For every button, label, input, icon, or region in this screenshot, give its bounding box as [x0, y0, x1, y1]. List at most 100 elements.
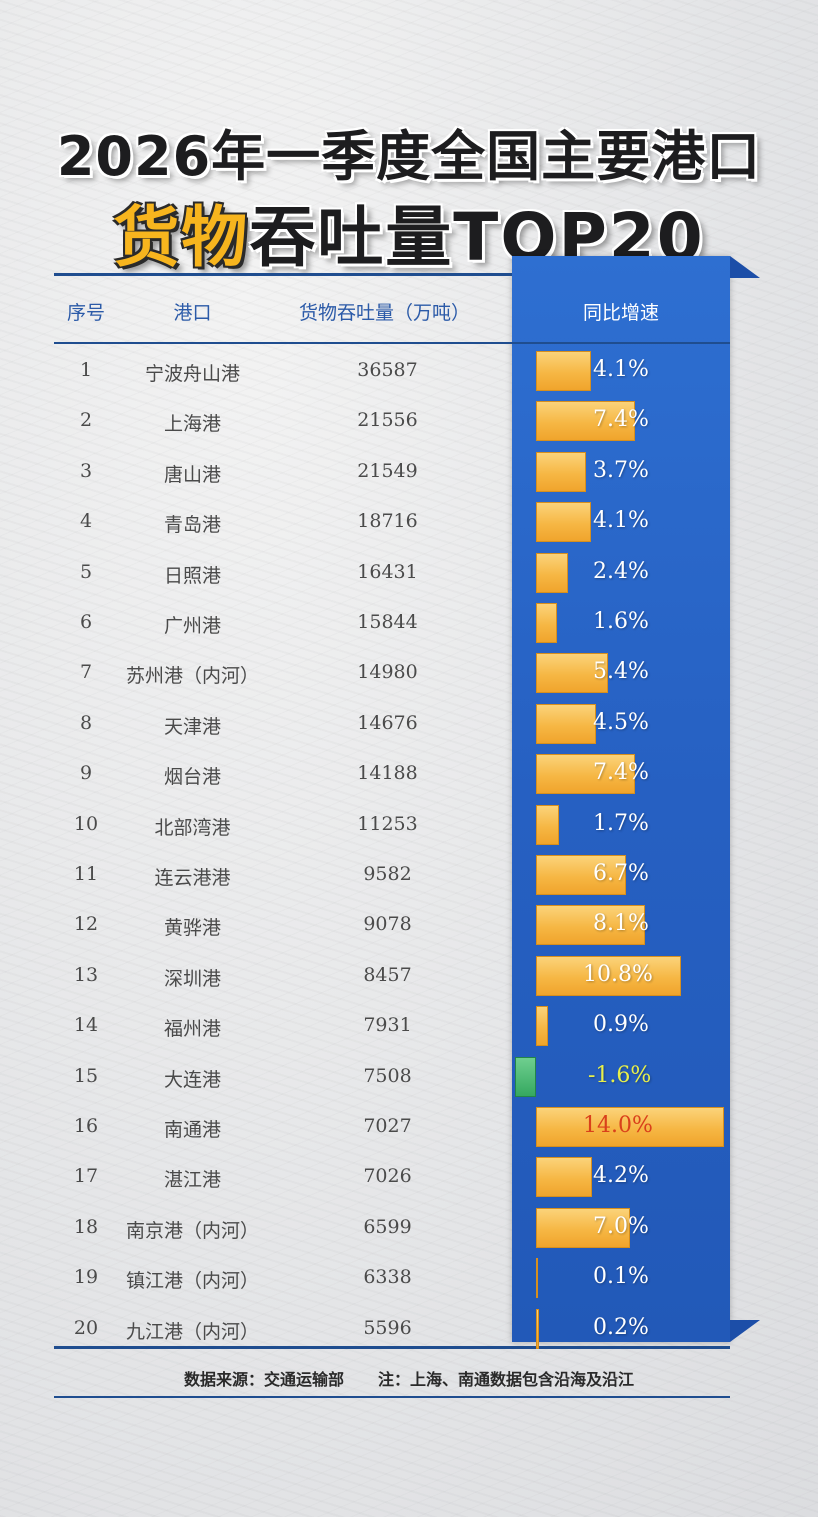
throughput-cell: 14980	[357, 661, 418, 683]
rank-cell: 3	[79, 460, 93, 482]
throughput-cell: 7508	[363, 1065, 412, 1087]
header-growth: 同比增速	[582, 302, 659, 324]
throughput-cell: 9078	[363, 913, 412, 935]
throughput-cell: 6599	[363, 1216, 412, 1238]
port-cell: 大连港	[163, 1069, 221, 1091]
rank-cell: 2	[79, 409, 93, 431]
growth-bar	[514, 1057, 536, 1097]
growth-label: 1.7%	[593, 811, 649, 836]
growth-bar	[536, 855, 626, 895]
port-cell: 日照港	[163, 565, 221, 587]
throughput-cell: 7026	[363, 1165, 412, 1187]
growth-bar	[536, 1208, 630, 1248]
rank-cell: 10	[73, 813, 99, 835]
port-cell: 九江港（内河）	[125, 1321, 259, 1343]
footer-source: 数据来源：交通运输部	[183, 1370, 344, 1389]
growth-label: 4.5%	[593, 710, 649, 735]
growth-label: 7.0%	[593, 1214, 649, 1239]
port-cell: 深圳港	[163, 968, 221, 990]
port-cell: 北部湾港	[154, 817, 231, 839]
rank-cell: 16	[73, 1115, 99, 1137]
port-cell: 黄骅港	[163, 917, 221, 939]
port-cell: 湛江港	[163, 1169, 221, 1191]
header-throughput: 货物吞吐量（万吨）	[298, 302, 470, 324]
growth-bar	[536, 1107, 724, 1147]
growth-label: 4.1%	[593, 357, 649, 382]
table-bottom-rule	[54, 1346, 730, 1349]
growth-bar	[536, 603, 558, 643]
growth-label: 7.4%	[593, 407, 649, 432]
rank-cell: 12	[73, 913, 99, 935]
growth-bar	[536, 401, 636, 441]
growth-label: 6.7%	[593, 861, 649, 886]
header-port: 港口	[173, 302, 212, 324]
throughput-cell: 18716	[357, 510, 418, 532]
growth-bar	[536, 805, 559, 845]
rank-cell: 11	[73, 863, 99, 885]
rank-cell: 15	[73, 1065, 99, 1087]
throughput-cell: 7027	[363, 1115, 412, 1137]
rank-cell: 19	[73, 1266, 99, 1288]
port-cell: 连云港港	[154, 867, 231, 889]
growth-bar	[536, 1006, 549, 1046]
rank-cell: 18	[73, 1216, 99, 1238]
growth-label: 4.1%	[593, 508, 649, 533]
throughput-cell: 5596	[363, 1317, 412, 1339]
growth-label: 5.4%	[593, 659, 649, 684]
title-highlight: 货物	[113, 199, 250, 276]
port-cell: 唐山港	[163, 464, 221, 486]
growth-label: 3.7%	[593, 458, 649, 483]
growth-bar	[536, 956, 681, 996]
header-bottom-rule	[54, 342, 730, 344]
port-cell: 苏州港（内河）	[125, 665, 259, 687]
throughput-cell: 21549	[357, 460, 418, 482]
port-cell: 烟台港	[163, 766, 221, 788]
port-cell: 天津港	[163, 716, 221, 738]
throughput-cell: 9582	[363, 863, 412, 885]
growth-bar	[536, 905, 645, 945]
growth-label: 7.4%	[593, 760, 649, 785]
port-cell: 南京港（内河）	[125, 1220, 259, 1242]
growth-label: 4.2%	[593, 1163, 649, 1188]
rank-cell: 6	[79, 611, 93, 633]
growth-bar	[536, 754, 636, 794]
throughput-cell: 8457	[363, 964, 412, 986]
panel-fold-bottom	[730, 1320, 760, 1342]
growth-bar	[536, 653, 609, 693]
panel-fold-top	[730, 256, 760, 278]
growth-label: 2.4%	[593, 559, 649, 584]
growth-bar	[536, 1157, 593, 1197]
growth-bar	[536, 502, 591, 542]
throughput-cell: 36587	[357, 359, 418, 381]
rank-cell: 4	[79, 510, 93, 532]
footer-note: 注：上海、南通数据包含沿海及沿江	[378, 1370, 635, 1389]
footer-rule	[54, 1396, 730, 1398]
rank-cell: 7	[79, 661, 93, 683]
throughput-cell: 16431	[357, 561, 418, 583]
growth-label: 14.0%	[583, 1113, 653, 1138]
rank-cell: 1	[79, 359, 93, 381]
rank-cell: 13	[73, 964, 99, 986]
growth-bar	[536, 704, 597, 744]
rank-cell: 17	[73, 1165, 99, 1187]
growth-label: 1.6%	[593, 609, 649, 634]
rank-cell: 8	[79, 712, 93, 734]
growth-bar	[536, 351, 591, 391]
header-rank: 序号	[66, 302, 105, 324]
rank-cell: 20	[73, 1317, 99, 1339]
growth-label: 0.9%	[593, 1012, 649, 1037]
throughput-cell: 15844	[357, 611, 418, 633]
growth-label: 0.1%	[593, 1264, 649, 1289]
throughput-cell: 11253	[357, 813, 418, 835]
growth-label: -1.6%	[588, 1063, 652, 1088]
port-cell: 福州港	[163, 1018, 221, 1040]
port-cell: 镇江港（内河）	[125, 1270, 259, 1292]
throughput-cell: 14676	[357, 712, 418, 734]
header-top-rule	[54, 273, 512, 276]
rank-cell: 9	[79, 762, 93, 784]
growth-label: 8.1%	[593, 911, 649, 936]
growth-bar	[536, 553, 569, 593]
throughput-cell: 21556	[357, 409, 418, 431]
throughput-cell: 7931	[363, 1014, 412, 1036]
throughput-cell: 6338	[363, 1266, 412, 1288]
